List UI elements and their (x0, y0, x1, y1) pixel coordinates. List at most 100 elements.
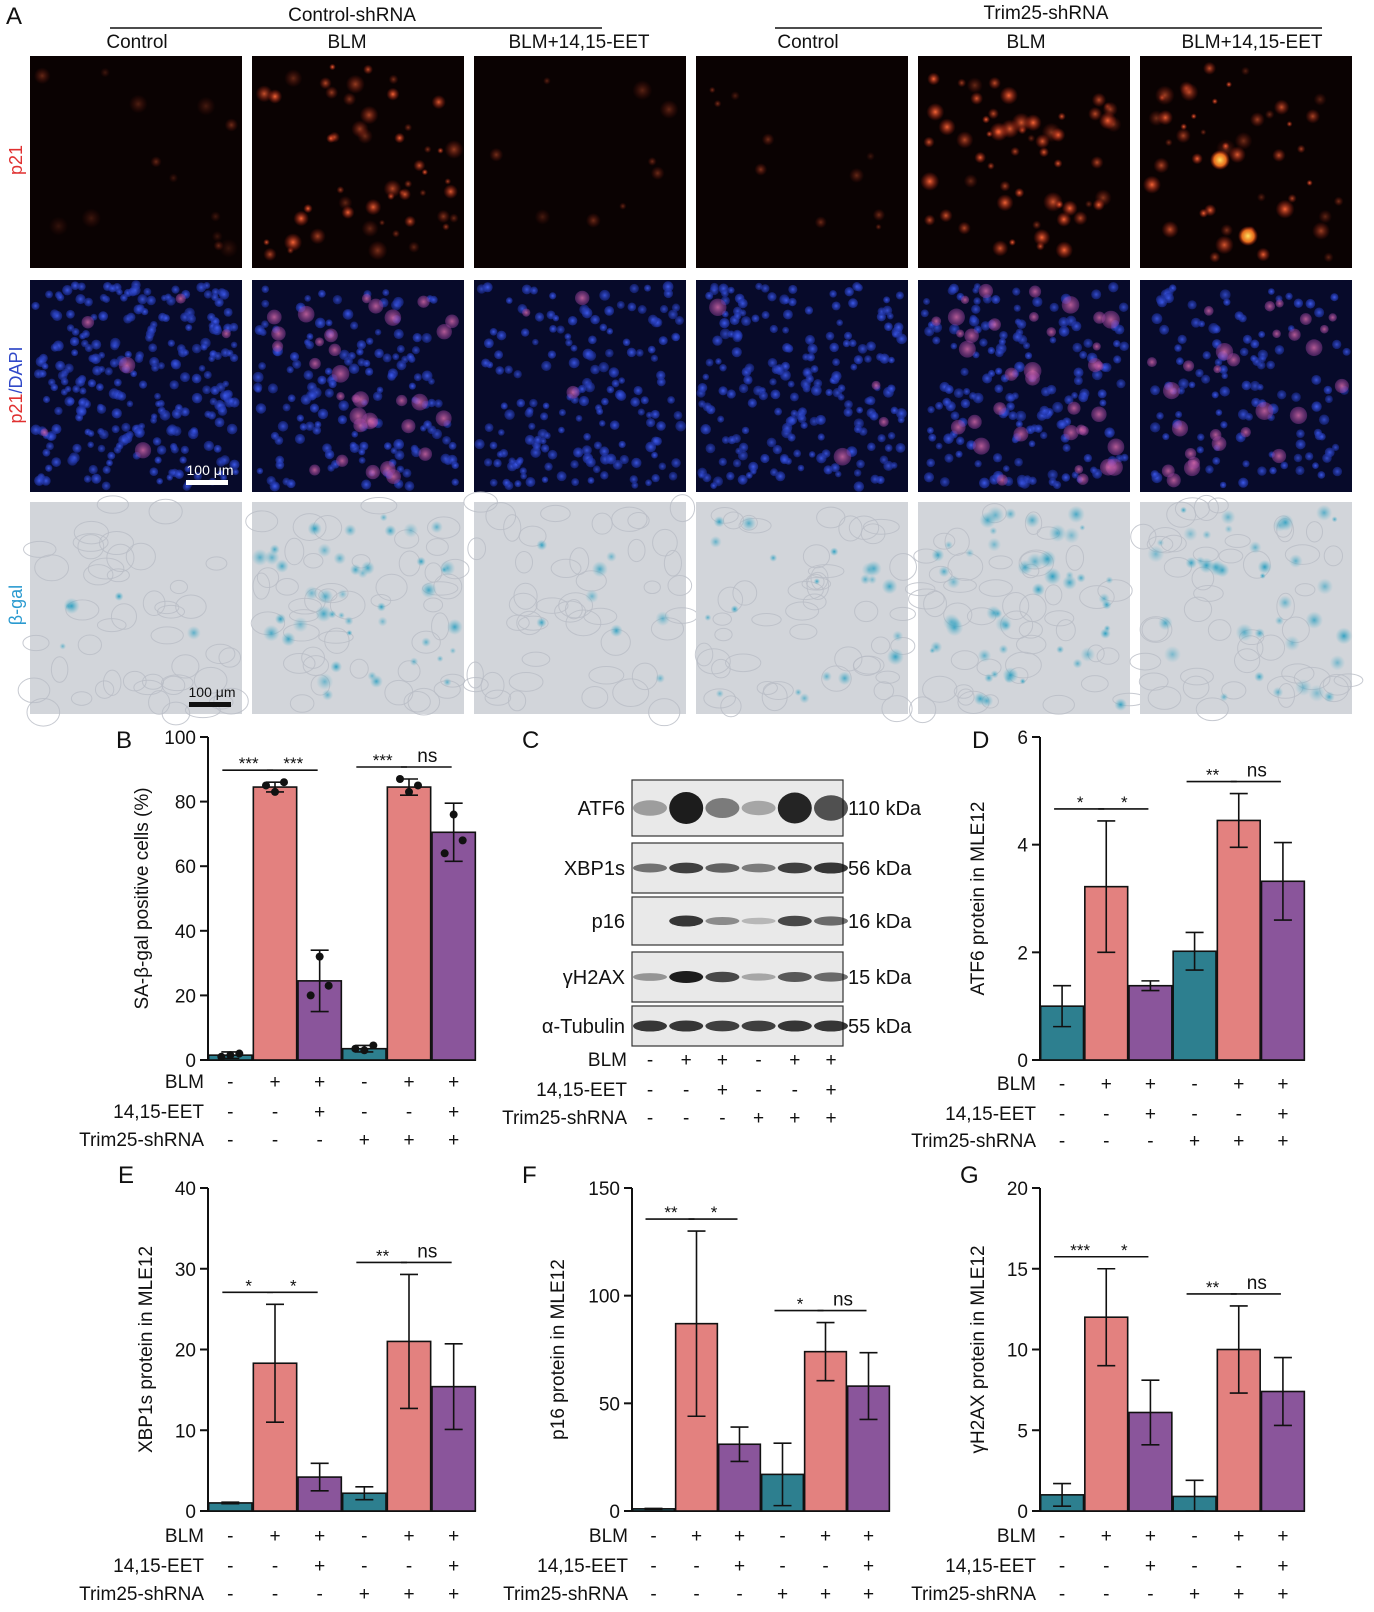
blot-band (814, 862, 848, 874)
p21-merge-signal (1328, 313, 1337, 322)
column-label-blm-14-15-eet: BLM+14,15-EET (509, 32, 650, 53)
dapi-nucleus (1332, 466, 1343, 477)
dapi-nucleus (166, 474, 173, 481)
cell-outline (349, 658, 369, 679)
micrograph-p21-dapi-4 (696, 280, 908, 492)
dapi-nucleus (212, 323, 222, 333)
dapi-nucleus (719, 328, 731, 340)
dapi-nucleus (705, 443, 716, 454)
treatment-label-14-15-eet: 14,15-EET (537, 1556, 628, 1577)
micrograph-p21-3 (474, 56, 686, 268)
bgal-stain (989, 526, 998, 536)
dapi-nucleus (1005, 392, 1015, 402)
dapi-nucleus (891, 330, 899, 338)
bgal-stain (281, 631, 296, 647)
p21-signal (1225, 81, 1233, 88)
p21-merge-signal (368, 298, 384, 314)
data-point (414, 781, 422, 790)
p21-merge-signal (1099, 458, 1117, 476)
significance-label: * (797, 1295, 804, 1314)
dapi-nucleus (305, 340, 315, 350)
dapi-nucleus (797, 464, 805, 472)
dapi-nucleus (526, 407, 534, 415)
y-tick-label: 20 (175, 1341, 196, 1362)
bgal-stain (892, 630, 904, 642)
p21-merge-signal (1166, 473, 1181, 488)
cell-outline (70, 691, 93, 706)
dapi-nucleus (1039, 405, 1050, 416)
dapi-nucleus (618, 377, 626, 384)
dapi-nucleus (1214, 358, 1223, 367)
bgal-stain (609, 624, 623, 638)
dapi-nucleus (1113, 340, 1121, 348)
dapi-nucleus (882, 305, 893, 316)
p21-signal (927, 72, 941, 86)
dapi-nucleus (66, 324, 75, 332)
blot-band (633, 863, 667, 873)
bgal-stain (1272, 686, 1284, 698)
significance-label: * (245, 1276, 252, 1295)
bgal-stain (1156, 538, 1165, 547)
treatment-sign: + (403, 1526, 414, 1547)
dapi-nucleus (396, 465, 405, 473)
p21-merge-signal (401, 419, 416, 434)
bgal-stain (986, 506, 1005, 525)
dapi-nucleus (286, 479, 296, 489)
y-tick-label: 5 (1017, 1421, 1028, 1442)
cell-outline (403, 691, 431, 713)
dapi-nucleus (312, 425, 322, 435)
dapi-nucleus (64, 385, 72, 393)
cell-outline (508, 690, 527, 712)
dapi-nucleus (87, 379, 97, 388)
dapi-nucleus (411, 346, 420, 355)
cell-outline (889, 553, 918, 581)
column-label-blm: BLM (1006, 32, 1045, 53)
dapi-nucleus (718, 457, 727, 466)
cell-outline (83, 564, 114, 586)
dapi-nucleus (1257, 383, 1264, 391)
p21-signal (211, 230, 223, 242)
bgal-stain (713, 516, 725, 528)
dapi-nucleus (396, 345, 405, 353)
p21-signal (1011, 112, 1032, 133)
cell-outline (1096, 647, 1120, 665)
p21-signal (1249, 112, 1265, 127)
p21-signal (632, 80, 653, 101)
dapi-nucleus (590, 364, 600, 375)
data-point (324, 981, 333, 990)
dapi-nucleus (317, 375, 327, 385)
dapi-nucleus (64, 396, 75, 407)
bgal-stain (379, 513, 388, 522)
dapi-nucleus (64, 363, 74, 373)
dapi-nucleus (1274, 345, 1285, 355)
cell-outline (1182, 675, 1210, 700)
dapi-nucleus (1342, 347, 1351, 356)
dapi-nucleus (808, 451, 816, 458)
dapi-nucleus (810, 385, 822, 396)
p21-signal (920, 171, 940, 191)
bgal-stain (304, 585, 319, 601)
dapi-nucleus (1175, 410, 1183, 419)
p21-merge-signal (1184, 447, 1197, 460)
p21-signal (325, 86, 339, 100)
data-point (396, 774, 404, 783)
significance-label: * (1077, 793, 1084, 812)
p21-signal (1198, 208, 1209, 218)
treatment-sign: - (272, 1584, 278, 1605)
p21-merge-signal (324, 328, 338, 343)
cell-outline (99, 530, 134, 556)
bgal-stain (861, 562, 877, 578)
cell-outline (569, 547, 590, 576)
p21-merge-signal (967, 414, 982, 429)
dapi-nucleus (1028, 476, 1037, 485)
p21-signal (939, 208, 953, 223)
p21-signal (966, 77, 983, 94)
cell-outline (397, 660, 421, 683)
dapi-nucleus (539, 437, 547, 445)
cell-outline (725, 653, 762, 673)
dapi-nucleus (1296, 429, 1305, 438)
dapi-nucleus (932, 336, 941, 345)
p21-signal (1180, 83, 1199, 102)
blot-treatment-trim25-shrna: Trim25-shRNA - - - + + + (502, 1108, 836, 1129)
p21-signal (923, 214, 936, 226)
